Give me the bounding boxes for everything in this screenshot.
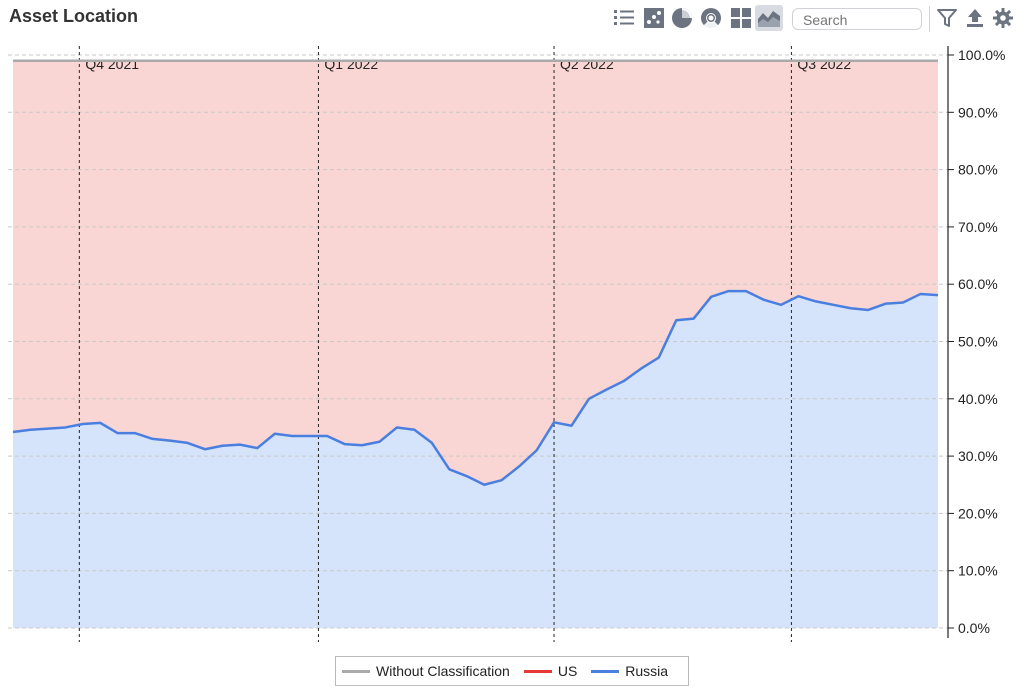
russia-area bbox=[13, 291, 938, 628]
chart-legend: Without Classification US Russia bbox=[335, 656, 689, 686]
toolbar-divider bbox=[929, 6, 930, 32]
us-area bbox=[13, 60, 938, 485]
export-icon[interactable] bbox=[963, 6, 987, 30]
russia-series-line bbox=[12, 289, 939, 486]
y-tick-label: 100.0% bbox=[958, 47, 1005, 63]
y-tick-label: 40.0% bbox=[958, 391, 998, 407]
quarter-marker-label: Q4 2021 bbox=[85, 56, 139, 72]
quarter-marker-label: Q3 2022 bbox=[797, 56, 851, 72]
list-icon[interactable] bbox=[612, 6, 636, 30]
y-tick-label: 80.0% bbox=[958, 162, 998, 178]
legend-swatch bbox=[523, 669, 552, 673]
donut-icon[interactable] bbox=[699, 6, 723, 30]
legend-label: US bbox=[557, 663, 578, 679]
search-input[interactable] bbox=[792, 8, 922, 30]
legend-swatch bbox=[342, 669, 370, 673]
y-tick-label: 50.0% bbox=[958, 334, 998, 350]
quarter-marker-label: Q1 2022 bbox=[324, 56, 378, 72]
page-title: Asset Location bbox=[9, 6, 139, 26]
gear-icon[interactable] bbox=[991, 6, 1015, 30]
filter-icon[interactable] bbox=[935, 6, 959, 30]
y-tick-label: 20.0% bbox=[958, 505, 998, 521]
legend-label: Without Classification bbox=[376, 663, 510, 679]
legend-swatch bbox=[591, 669, 620, 673]
legend-label: Russia bbox=[625, 663, 669, 679]
legend-item-us[interactable]: US bbox=[523, 663, 578, 679]
y-tick-label: 10.0% bbox=[958, 563, 998, 579]
pie-icon[interactable] bbox=[670, 6, 694, 30]
y-tick-label: 70.0% bbox=[958, 219, 998, 235]
y-tick-label: 30.0% bbox=[958, 448, 998, 464]
grid-icon[interactable] bbox=[729, 6, 753, 30]
legend-item-without-classification[interactable]: Without Classification bbox=[342, 663, 510, 679]
y-tick-label: 90.0% bbox=[958, 104, 998, 120]
area-chart-icon[interactable] bbox=[755, 5, 783, 31]
y-tick-label: 0.0% bbox=[958, 620, 990, 636]
scatter-icon[interactable] bbox=[642, 6, 666, 30]
quarter-marker-label: Q2 2022 bbox=[560, 56, 614, 72]
asset-location-chart: Q4 2021 Q1 2022 Q2 2022 Q3 2022 0.0% 10.0% 20… bbox=[8, 46, 1005, 642]
header: Asset Location bbox=[0, 0, 1024, 36]
y-tick-label: 60.0% bbox=[958, 276, 998, 292]
legend-item-russia[interactable]: Russia bbox=[591, 663, 668, 679]
